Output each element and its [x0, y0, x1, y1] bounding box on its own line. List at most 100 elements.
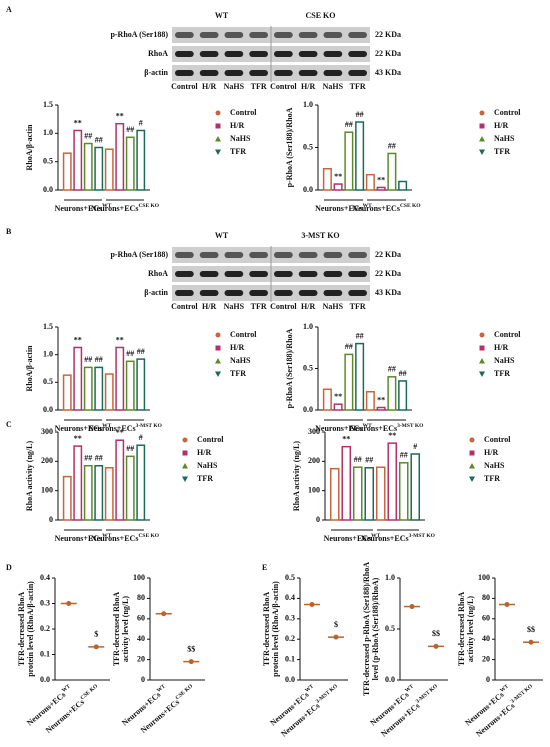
- legend-label: Control: [197, 435, 224, 444]
- mean-dot: [333, 634, 339, 640]
- y-tick-label: 0.5: [285, 573, 295, 582]
- y-axis-label: TFR-decreased p-RhoA (Ser188)/RhoA: [362, 562, 371, 696]
- bar: [341, 445, 352, 521]
- lane-label: H/R: [301, 302, 315, 311]
- blot-band: [224, 51, 244, 57]
- blot-group: CSE KO: [305, 11, 335, 20]
- blot-band: [199, 290, 219, 296]
- legend-marker: [479, 149, 485, 155]
- category-superscript: 3-MST KO: [136, 423, 163, 429]
- legend-marker: [479, 332, 485, 338]
- y-tick-label: 0.0: [43, 405, 53, 414]
- y-tick-label: 200: [308, 456, 320, 465]
- y-tick-label: 80: [482, 593, 490, 602]
- y-axis-label: level (p-RhoA (Ser188)/RhoA): [371, 577, 380, 680]
- legend-marker: [469, 476, 475, 482]
- significance: ##: [137, 347, 145, 356]
- legend-label: NaHS: [230, 134, 251, 143]
- blot-band: [175, 32, 194, 38]
- category-name: Neurons+ECs: [361, 534, 409, 543]
- bar: [136, 444, 146, 521]
- mean-dot: [309, 602, 315, 608]
- bar: [83, 464, 93, 521]
- x-category-label: Neurons+ECsWT: [315, 423, 372, 433]
- blot-band: [224, 271, 244, 277]
- bar: [387, 376, 397, 411]
- category-superscript: WT: [363, 423, 373, 429]
- bar: [387, 442, 398, 521]
- y-tick-label: 1.0: [43, 128, 53, 137]
- bar: [333, 183, 343, 191]
- bar: [94, 464, 104, 521]
- x-category-label: Neurons+ECsWT: [120, 683, 170, 727]
- blot-band: [298, 252, 318, 258]
- blot-band: [199, 32, 219, 38]
- bar: [73, 346, 83, 411]
- y-tick-label: 0.4: [285, 593, 295, 602]
- legend-marker: [469, 437, 475, 443]
- lane-label: NaHS: [224, 82, 245, 91]
- y-tick-label: 0.4: [40, 573, 50, 582]
- bar: [83, 142, 93, 191]
- legend-marker: [469, 450, 475, 456]
- category-superscript: WT: [156, 683, 167, 694]
- bar: [398, 180, 408, 191]
- blot-row-label: p-RhoA (Ser188): [110, 250, 168, 259]
- y-axis-label: activity level (ng/L): [121, 596, 130, 663]
- legend-label: NaHS: [494, 356, 515, 365]
- y-axis-label: RhoA/β-actin: [25, 124, 34, 171]
- x-category-label: Neurons+ECsCSE KO: [91, 203, 160, 213]
- significance: ##: [95, 454, 103, 463]
- blot-band: [175, 70, 194, 76]
- legend-label: NaHS: [197, 461, 218, 470]
- category-name: Neurons+ECs: [315, 424, 363, 433]
- significance: ##: [345, 342, 353, 351]
- significance: #: [139, 118, 143, 127]
- significance: ##: [345, 120, 353, 129]
- legend-marker: [215, 149, 221, 155]
- lane-label: TFR: [251, 302, 267, 311]
- legend-label: TFR: [484, 474, 500, 483]
- lane-label: Control: [270, 82, 297, 91]
- category-name: Neurons+ECs: [315, 204, 363, 213]
- y-tick-label: 200: [41, 456, 53, 465]
- legend-label: NaHS: [230, 356, 251, 365]
- category-superscript: WT: [102, 533, 112, 539]
- blot-band: [199, 70, 219, 76]
- blot-size: 22 KDa: [375, 49, 401, 58]
- blot-band: [274, 290, 293, 296]
- y-tick-label: 1.0: [43, 349, 53, 358]
- y-tick-label: 0.1: [285, 654, 295, 663]
- y-axis-label: RhoA activity (ng/L): [25, 441, 34, 512]
- blot-band: [298, 271, 318, 277]
- blot-band: [274, 32, 293, 38]
- bar: [136, 129, 146, 191]
- y-tick-label: 0: [316, 515, 320, 524]
- bar: [62, 152, 72, 191]
- category-superscript: WT: [304, 683, 315, 694]
- y-axis-label: TFR-decreased RhoA: [112, 592, 121, 667]
- blot-band: [274, 70, 293, 76]
- category-superscript: 3-MST KO: [415, 683, 440, 705]
- x-category-label: Neurons+ECsWT: [55, 533, 112, 543]
- category-superscript: CSE KO: [400, 203, 421, 209]
- category-name: Neurons+ECs: [324, 534, 372, 543]
- significance: ##: [84, 355, 92, 364]
- category-superscript: WT: [61, 683, 72, 694]
- significance: ##: [95, 355, 103, 364]
- significance: #: [413, 442, 417, 451]
- y-axis-label: TFR-decreased RhoA: [262, 592, 271, 667]
- blot-band: [249, 70, 268, 76]
- blot-size: 43 KDa: [375, 68, 401, 77]
- y-axis-label: p-RhoA (Ser188)/RhoA: [285, 107, 294, 187]
- y-axis-label: TFR-decreased RhoA: [17, 592, 26, 667]
- blot-band: [348, 70, 367, 76]
- legend-marker: [469, 463, 475, 469]
- y-tick-label: 0.2: [40, 624, 50, 633]
- y-tick-label: 0.5: [43, 377, 53, 386]
- legend-marker: [215, 358, 221, 364]
- blot-band: [298, 70, 318, 76]
- bar: [94, 146, 104, 191]
- blot-band: [249, 271, 268, 277]
- bar: [73, 129, 83, 191]
